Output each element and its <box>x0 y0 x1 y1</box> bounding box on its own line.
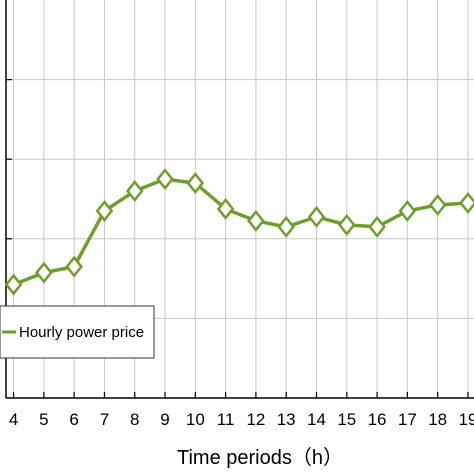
horizontal-gridlines <box>6 79 474 319</box>
data-point-marker <box>368 215 386 238</box>
x-tick-label: 15 <box>337 410 356 429</box>
x-tick-label: 10 <box>186 410 205 429</box>
x-tick-label: 8 <box>130 410 139 429</box>
series-line <box>12 177 469 287</box>
series-layer <box>4 168 474 296</box>
x-tick-label: 13 <box>277 410 296 429</box>
x-tick-label: 17 <box>398 410 417 429</box>
x-tick-label: 12 <box>246 410 265 429</box>
x-axis-title: Time periods（h） <box>177 446 343 469</box>
data-point-marker <box>156 168 174 191</box>
data-point-marker <box>95 199 114 222</box>
x-tick-label: 16 <box>368 410 387 429</box>
data-point-marker <box>4 273 23 296</box>
data-point-marker <box>186 172 205 195</box>
x-tick-label: 14 <box>307 410 326 429</box>
x-tick-label: 5 <box>39 410 48 429</box>
data-point-marker <box>459 191 474 214</box>
x-tick-label: 19 <box>458 410 474 429</box>
legend-label: Hourly power price <box>19 324 144 341</box>
x-tick-label: 9 <box>160 410 169 429</box>
x-axis-tick-labels: 4 5 6 7 8 9 10 11 12 13 14 15 16 17 18 19 <box>9 410 474 429</box>
x-tick-label: 11 <box>217 410 235 429</box>
x-tick-label: 6 <box>69 410 78 429</box>
data-point-marker <box>307 205 326 228</box>
x-tick-label: 18 <box>428 410 447 429</box>
data-point-marker <box>277 215 295 238</box>
data-point-marker <box>35 261 53 284</box>
data-point-marker <box>216 197 235 220</box>
data-point-marker <box>247 209 265 232</box>
x-tick-label: 4 <box>9 410 18 429</box>
x-axis-ticks <box>12 392 469 398</box>
legend: Hourly power price <box>0 305 155 359</box>
data-point-marker <box>428 193 447 216</box>
data-point-marker <box>125 180 144 203</box>
data-point-marker <box>398 199 417 222</box>
legend-box <box>0 305 155 359</box>
x-tick-label: 7 <box>100 410 109 429</box>
data-point-marker <box>65 255 83 278</box>
data-point-marker <box>337 213 356 236</box>
